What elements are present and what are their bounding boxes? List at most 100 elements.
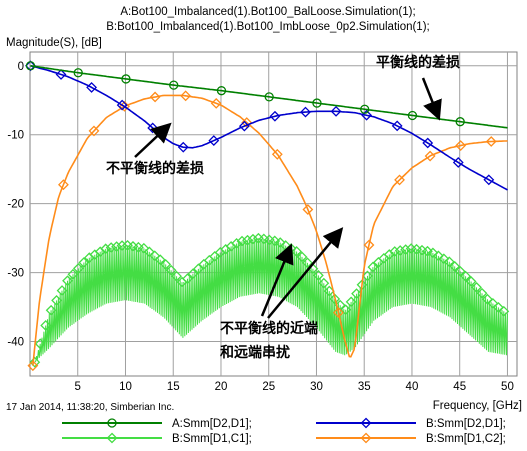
data-point (449, 260, 461, 272)
legend-marker (360, 432, 372, 444)
series-line-b-smm-d1-c2 (32, 94, 508, 366)
data-point (73, 68, 83, 78)
data-point (427, 247, 439, 259)
data-point (208, 135, 220, 147)
data-point (492, 301, 504, 313)
data-point (67, 268, 79, 280)
data-point (72, 263, 84, 274)
data-point (329, 293, 341, 305)
series-1 (25, 60, 508, 191)
data-point (455, 117, 465, 127)
data-point (210, 97, 222, 109)
data-point (432, 250, 444, 262)
data-point (394, 174, 405, 186)
data-point (391, 120, 403, 132)
header-line-2: B:Bot100_Imbalanced(1).Bot100_ImbLoose_0… (106, 21, 429, 33)
header-line-1: A:Bot100_Imbalanced(1).Bot100_BalLoose.S… (120, 6, 415, 18)
annotation-balanced-loss: 平衡线的差损 (376, 54, 460, 121)
data-point (269, 110, 281, 122)
data-point (454, 265, 466, 277)
legend-marker (107, 418, 117, 428)
x-tick-label: 10 (119, 381, 132, 393)
data-point (360, 104, 370, 114)
data-point (424, 150, 436, 162)
data-point (318, 277, 330, 289)
data-point (302, 257, 313, 269)
x-tick-labels: 5 10 15 20 25 30 35 40 45 50 (75, 381, 514, 393)
data-point (165, 264, 177, 276)
x-tick-label: 5 (75, 381, 81, 393)
data-point (330, 105, 342, 117)
data-point (438, 253, 450, 265)
data-point (300, 106, 311, 118)
data-point (187, 268, 199, 280)
data-point (296, 251, 308, 263)
x-tick-label: 45 (453, 381, 466, 393)
data-point (25, 61, 36, 71)
data-point (271, 148, 283, 160)
data-point (476, 287, 488, 299)
data-point (247, 233, 259, 245)
data-point (362, 270, 373, 282)
data-point (460, 270, 472, 282)
annotation-unbalanced-loss: 不平衡线的差损 (106, 122, 204, 176)
legend-label: A:Smm[D2,D1]; (172, 418, 252, 430)
data-point (171, 270, 182, 282)
annotation-crosstalk-arrow-1 (260, 243, 294, 317)
data-point (160, 258, 172, 270)
x-tick-label: 15 (167, 381, 180, 393)
data-point (40, 320, 52, 331)
data-point (62, 275, 73, 287)
x-tick-label: 50 (501, 381, 514, 393)
y-tick-label: -20 (7, 199, 24, 211)
data-point (465, 276, 477, 287)
data-point (149, 250, 161, 262)
y-tick-label: -30 (7, 268, 24, 280)
data-point (482, 293, 493, 305)
data-point (182, 273, 193, 285)
data-point (121, 74, 131, 84)
data-point (192, 263, 204, 275)
data-point (138, 242, 150, 254)
data-point (345, 296, 357, 308)
data-point (143, 246, 155, 258)
data-point (498, 305, 510, 317)
legend-item: B:Smm[D2,D1]; (316, 417, 506, 430)
annotation-crosstalk-text-2: 和远端串扰 (220, 344, 290, 360)
data-point (264, 92, 274, 102)
x-axis-label: Frequency, [GHz] (433, 400, 522, 412)
legend-marker (360, 417, 372, 429)
data-point (236, 235, 248, 247)
annotation-crosstalk-arrow-2 (267, 227, 344, 319)
data-point (455, 140, 467, 151)
data-point (216, 86, 227, 96)
legend-marker (106, 432, 118, 444)
data-point (242, 234, 253, 246)
data-point (78, 257, 90, 268)
x-tick-label: 20 (215, 381, 228, 393)
data-point (27, 360, 39, 372)
footer-text: 17 Jan 2014, 11:38:20, Simberian Inc. (6, 402, 174, 413)
data-point (389, 246, 401, 257)
data-point (116, 99, 128, 111)
data-point (443, 256, 455, 268)
data-point (340, 304, 352, 316)
data-point (177, 141, 189, 153)
series-3 (27, 90, 508, 372)
data-point (154, 254, 166, 266)
data-point (351, 288, 362, 300)
data-point (55, 69, 67, 80)
y-tick-label: -10 (7, 130, 24, 142)
x-tick-label: 35 (358, 381, 371, 393)
data-point (238, 120, 250, 132)
annotation-crosstalk-text-1: 不平衡线的近端 (220, 320, 318, 336)
data-point (407, 110, 418, 121)
annotation-balanced-loss-arrow (421, 77, 442, 121)
annotation-unbalanced-loss-text: 不平衡线的差损 (106, 160, 204, 176)
data-point (111, 241, 123, 253)
data-point (400, 244, 412, 256)
annotation-crosstalk: 不平衡线的近端 和远端串扰 (220, 227, 344, 360)
data-point (483, 174, 495, 186)
